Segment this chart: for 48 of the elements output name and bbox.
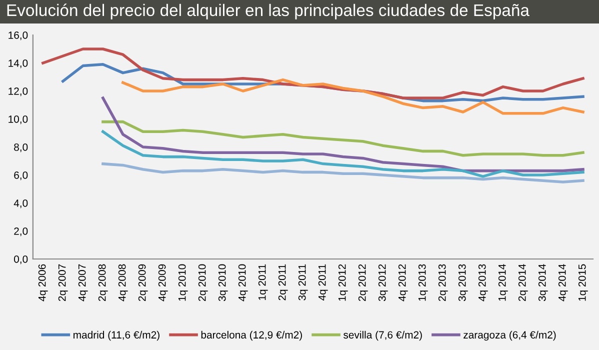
x-tick-label: 1q 2010	[178, 264, 188, 301]
x-tick-label: 2q 2008	[98, 264, 108, 301]
x-tick-label: 1q 2015	[578, 264, 588, 301]
legend-label: madrid (11,6 €/m2)	[74, 330, 160, 341]
x-tick-label: 2q 2009	[138, 264, 148, 301]
x-tick-label: 4q 2007	[78, 264, 88, 302]
legend-label: zaragoza (6,4 €/m2)	[464, 330, 556, 341]
x-tick-label: 2q 2007	[58, 264, 68, 301]
x-tick-label: 4q 2008	[118, 264, 128, 302]
x-tick-label: 1q 2011	[258, 264, 268, 300]
line-series	[102, 130, 584, 178]
x-tick-label: 1q 2012	[338, 264, 348, 301]
line-series	[122, 78, 584, 115]
y-tick-label: 10,0	[8, 116, 28, 124]
x-tick-label: 3q 2014	[538, 264, 548, 302]
y-tick-label: 16,0	[8, 32, 28, 40]
chart-title: Evolución del precio del alquiler en las principales ciudades de España	[7, 4, 530, 20]
y-tick-label: 8,0	[14, 144, 28, 152]
x-tick-label: 1q 2013	[418, 264, 428, 301]
x-tick-label: 4q 2011	[318, 264, 328, 301]
y-tick-label: 2,0	[14, 228, 28, 236]
y-tick-label: 14,0	[8, 60, 28, 68]
x-tick-label: 1q 2014	[498, 264, 508, 301]
x-tick-label: 4q 2014	[558, 264, 568, 302]
x-tick-label: 4q 2010	[238, 264, 248, 302]
x-tick-label: 4q 2006	[38, 264, 48, 302]
x-tick-label: 4q 2009	[158, 264, 168, 302]
y-tick-label: 0,0	[14, 256, 28, 264]
y-tick-label: 6,0	[14, 172, 28, 180]
x-tick-label: 3q 2013	[458, 264, 468, 302]
y-tick-label: 4,0	[14, 200, 28, 208]
x-tick-label: 3q 2011	[298, 264, 308, 300]
x-tick-label: 2q 2012	[358, 264, 368, 301]
line-series	[102, 162, 584, 184]
x-tick-label: 3q 2012	[378, 264, 388, 302]
legend-label: sevilla (7,6 €/m2)	[344, 330, 422, 341]
line-series	[102, 96, 584, 172]
line-series	[42, 48, 584, 100]
legend-label: barcelona (12,9 €/m2)	[201, 330, 302, 341]
x-tick-label: 4q 2013	[478, 264, 488, 302]
y-tick-label: 12,0	[8, 88, 28, 96]
x-tick-label: 2q 2011	[278, 264, 288, 300]
x-tick-label: 2q 2013	[438, 264, 448, 301]
x-tick-label: 2q 2014	[518, 264, 528, 301]
x-tick-label: 4q 2012	[398, 264, 408, 302]
x-tick-label: 3q 2010	[218, 264, 228, 302]
line-series	[102, 120, 584, 157]
x-tick-label: 2q 2010	[198, 264, 208, 301]
